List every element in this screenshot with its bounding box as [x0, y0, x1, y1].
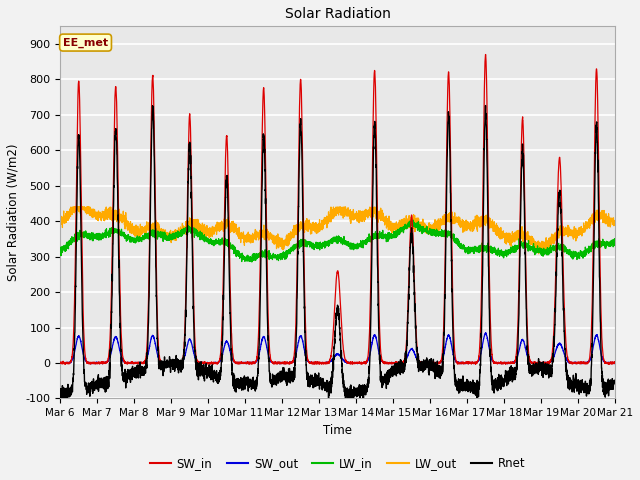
Y-axis label: Solar Radiation (W/m2): Solar Radiation (W/m2) [7, 144, 20, 281]
X-axis label: Time: Time [323, 424, 352, 437]
Text: EE_met: EE_met [63, 37, 108, 48]
Legend: SW_in, SW_out, LW_in, LW_out, Rnet: SW_in, SW_out, LW_in, LW_out, Rnet [145, 453, 531, 475]
Title: Solar Radiation: Solar Radiation [285, 7, 390, 21]
